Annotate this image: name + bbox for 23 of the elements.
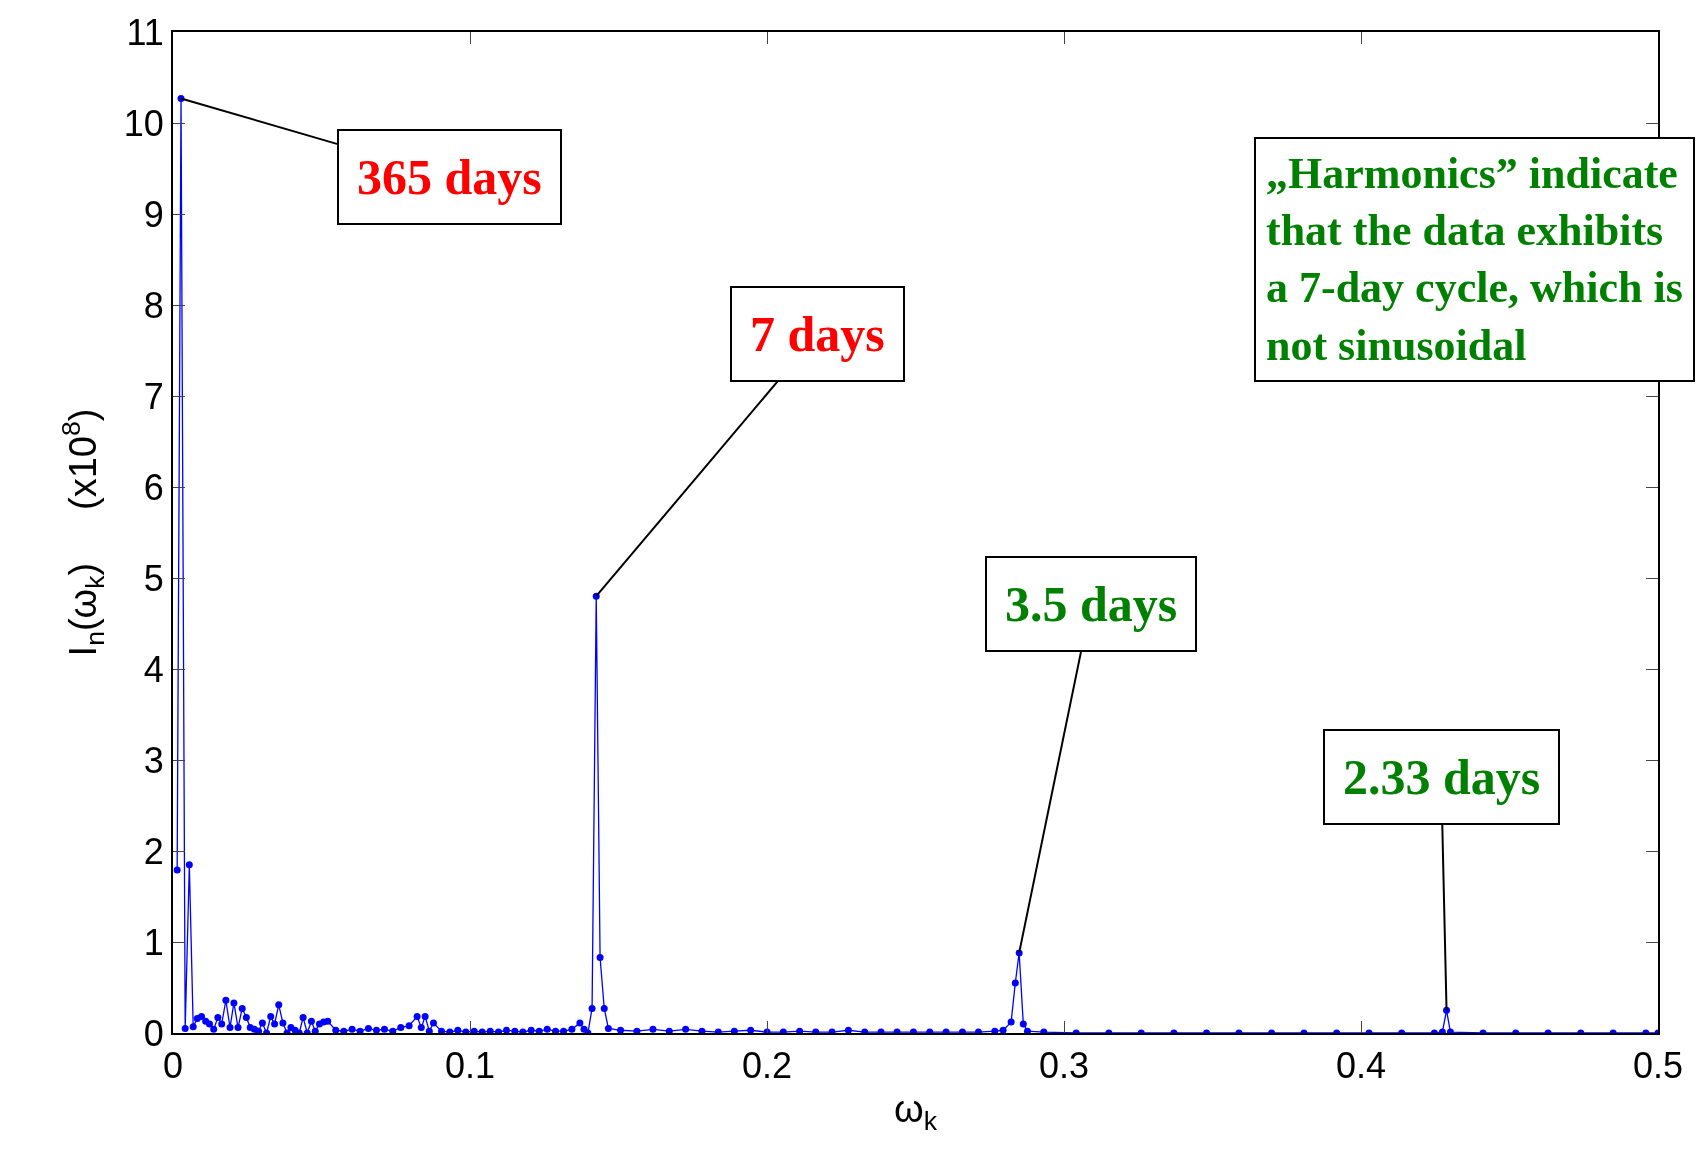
annotation: 365 days [357, 149, 542, 205]
y-tick-label: 1 [143, 921, 164, 963]
y-tick-label: 11 [126, 11, 164, 53]
y-tick-label: 3 [143, 739, 164, 781]
annotation: 2.33 days [1343, 749, 1541, 805]
y-tick-label: 5 [143, 557, 164, 599]
x-tick-label: 0.1 [444, 1045, 496, 1087]
x-axis-title: ω$_{k}$ [894, 1087, 938, 1136]
x-tick-label: 0.3 [1038, 1045, 1090, 1087]
y-tick-label: 4 [143, 648, 164, 690]
y-tick-label: 10 [123, 102, 164, 144]
y-tick-label: 6 [143, 466, 164, 508]
y-tick-label: 7 [143, 375, 164, 417]
x-tick-label: 0.2 [741, 1045, 793, 1087]
y-tick-label: 8 [143, 284, 164, 326]
annotation: „Harmonics” indicate that the data exhibits a 7-day cycle, which is not sinusoidal [1266, 149, 1683, 370]
x-tick-label: 0.5 [1632, 1045, 1684, 1087]
y-tick-label: 2 [143, 830, 164, 872]
x-tick-label: 0.4 [1335, 1045, 1387, 1087]
y-tick-label: 9 [143, 193, 164, 235]
annotation: 3.5 days [1005, 576, 1178, 632]
annotation: 7 days [750, 306, 885, 362]
y-tick-label: 0 [143, 1012, 164, 1054]
